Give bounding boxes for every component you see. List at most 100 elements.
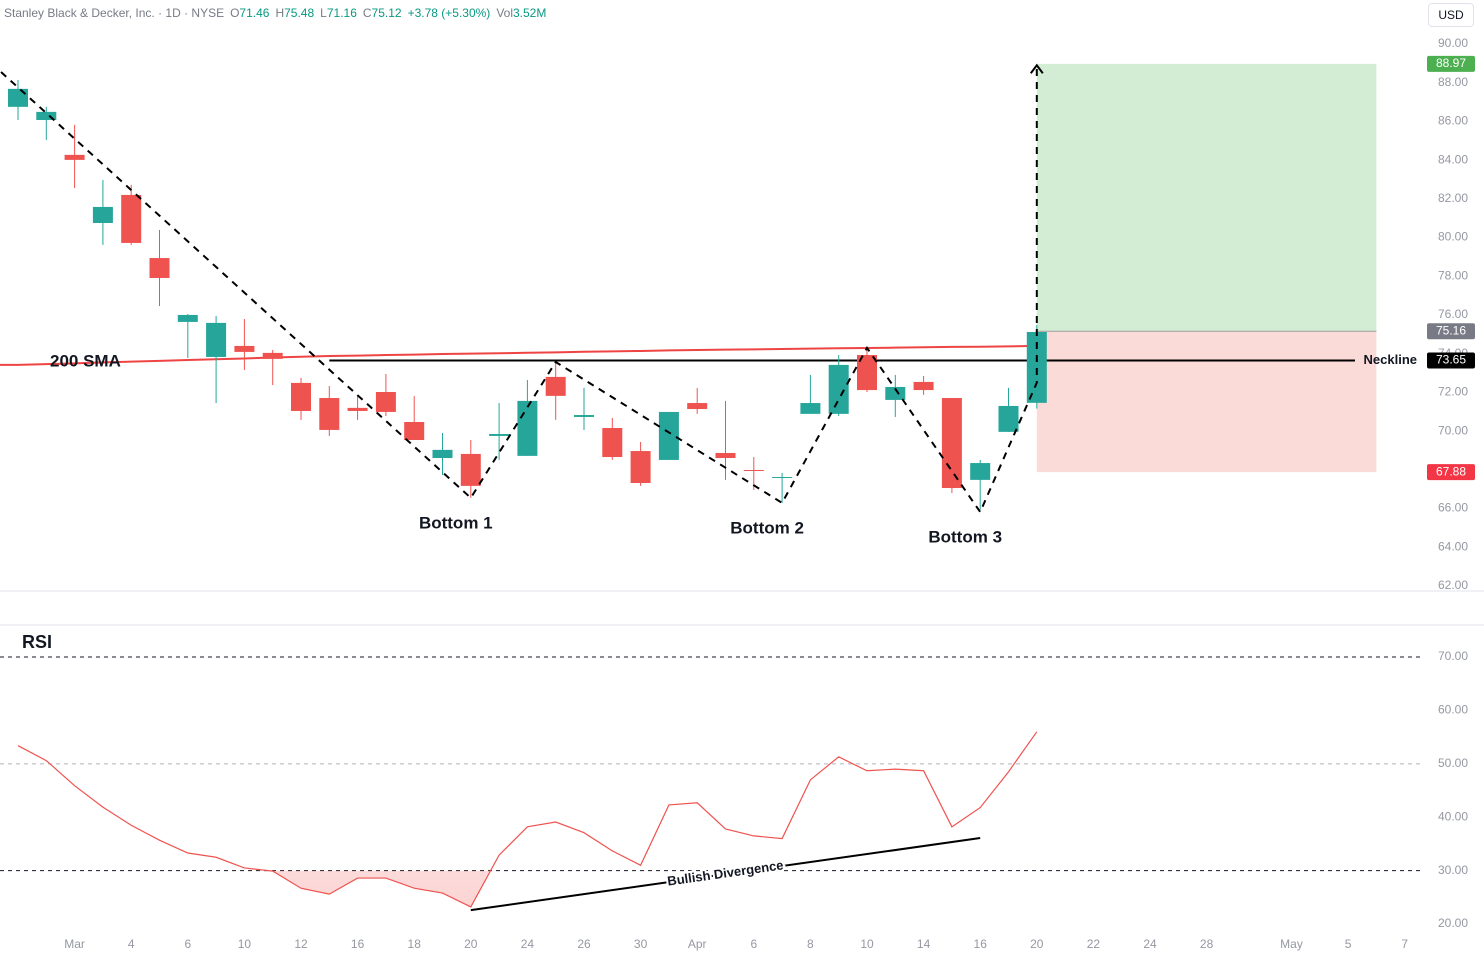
price-tag-label: 75.16 (1436, 323, 1466, 337)
field-value: 75.12 (371, 6, 402, 20)
x-tick-label: 28 (1200, 937, 1214, 951)
y-tick-label: 66.00 (1438, 501, 1468, 515)
candle-body (404, 422, 425, 441)
x-tick-label: 26 (577, 937, 591, 951)
price-tag-label: 67.88 (1436, 464, 1466, 478)
candle-body (375, 391, 396, 412)
symbol-header: Stanley Black & Decker, Inc. · 1D · NYSE… (4, 6, 546, 20)
currency-button[interactable]: USD (1428, 3, 1474, 27)
x-tick-label: 6 (184, 937, 191, 951)
price-tag (1427, 323, 1475, 340)
x-tick-label: Mar (64, 937, 85, 951)
rsi-line (17, 731, 1038, 908)
ohlc: C75.12 (363, 6, 402, 20)
x-tick-label: 10 (238, 937, 252, 951)
divergence-line (470, 837, 981, 912)
rsi-title: RSI (22, 632, 52, 652)
field-label: Vol (496, 6, 513, 20)
y-tick-label: 90.00 (1438, 36, 1468, 50)
candle-body (262, 352, 283, 359)
symbol-name: Stanley Black & Decker, Inc. · 1D · NYSE (4, 6, 225, 20)
x-tick-label: 6 (750, 937, 757, 951)
y-tick-label: 50.00 (1438, 756, 1468, 770)
candle-body (658, 411, 679, 460)
pattern-label: Bottom 2 (730, 518, 804, 537)
ohlc: L71.16 (320, 6, 357, 20)
candle-body (574, 415, 594, 417)
candle-body (857, 355, 877, 391)
ohlc: H75.48 (275, 6, 314, 20)
x-tick-label: 8 (807, 937, 814, 951)
candle-body (489, 434, 510, 436)
candle-body (319, 397, 340, 430)
pattern-label: Bottom 1 (419, 513, 493, 532)
y-tick-label: 40.00 (1438, 809, 1468, 823)
oversold-fill (18, 870, 1037, 907)
candle-body (291, 382, 311, 411)
ohlc: O71.46 (230, 6, 269, 20)
y-tick-label: 70.00 (1438, 649, 1468, 663)
y-tick-label: 20.00 (1438, 916, 1468, 930)
field-label: O (230, 6, 240, 20)
y-tick-label: 72.00 (1438, 385, 1468, 399)
candle-body (743, 470, 764, 472)
candle-body (234, 345, 255, 352)
y-tick-label: 30.00 (1438, 863, 1468, 877)
x-tick-label: 12 (294, 937, 308, 951)
field-value: 3.52M (513, 6, 547, 20)
x-tick-label: 20 (1030, 937, 1044, 951)
change: +3.78 (+5.30%) (407, 6, 491, 20)
y-tick-label: 76.00 (1438, 307, 1468, 321)
x-tick-label: 20 (464, 937, 478, 951)
price-tag-label: 88.97 (1436, 56, 1466, 70)
y-tick-label: 86.00 (1438, 114, 1468, 128)
neckline-label: Neckline (1364, 352, 1417, 367)
x-tick-label: Apr (688, 937, 707, 951)
y-tick-label: 88.00 (1438, 75, 1468, 89)
candle-body (828, 364, 849, 414)
candle-body (149, 258, 170, 278)
x-tick-label: 16 (974, 937, 988, 951)
candle-body (998, 405, 1019, 432)
candle-body (347, 407, 368, 411)
pattern-line (0, 65, 1038, 515)
x-tick-label: 30 (634, 937, 648, 951)
x-tick-label: 5 (1345, 937, 1352, 951)
loss-zone (1036, 331, 1377, 473)
field-value: 75.48 (284, 6, 315, 20)
price-tag (1427, 55, 1475, 72)
field-label: H (275, 6, 285, 20)
candle-body (602, 428, 623, 458)
candle-body (885, 386, 906, 400)
profit-zone (1036, 63, 1377, 332)
candle-body (432, 449, 453, 459)
candle-body (970, 463, 991, 480)
candle-body (1026, 331, 1047, 403)
field-label: C (362, 6, 372, 20)
candle-body (460, 453, 481, 486)
candle-body (715, 452, 736, 459)
y-tick-label: 78.00 (1438, 268, 1468, 282)
y-tick-label: 60.00 (1438, 703, 1468, 717)
candle-body (36, 111, 57, 121)
price-tag (1427, 464, 1475, 481)
y-tick-label: 64.00 (1438, 539, 1468, 553)
sma-label: 200 SMA (50, 351, 121, 370)
y-tick-label: 84.00 (1438, 152, 1468, 166)
divergence-label: Bullish Divergence (666, 857, 784, 888)
candle-body (545, 376, 566, 396)
field-label: L (320, 6, 327, 20)
candle-body (630, 451, 651, 483)
candle-body (206, 322, 227, 357)
x-tick-label: 16 (351, 937, 365, 951)
x-tick-label: 22 (1087, 937, 1101, 951)
x-tick-label: 14 (917, 937, 931, 951)
x-tick-label: 10 (860, 937, 874, 951)
price-tag (1427, 352, 1475, 369)
field-value: 71.46 (239, 6, 270, 20)
arrow-head (1030, 63, 1044, 74)
x-tick-label: 24 (1143, 937, 1157, 951)
candle-body (64, 154, 85, 160)
